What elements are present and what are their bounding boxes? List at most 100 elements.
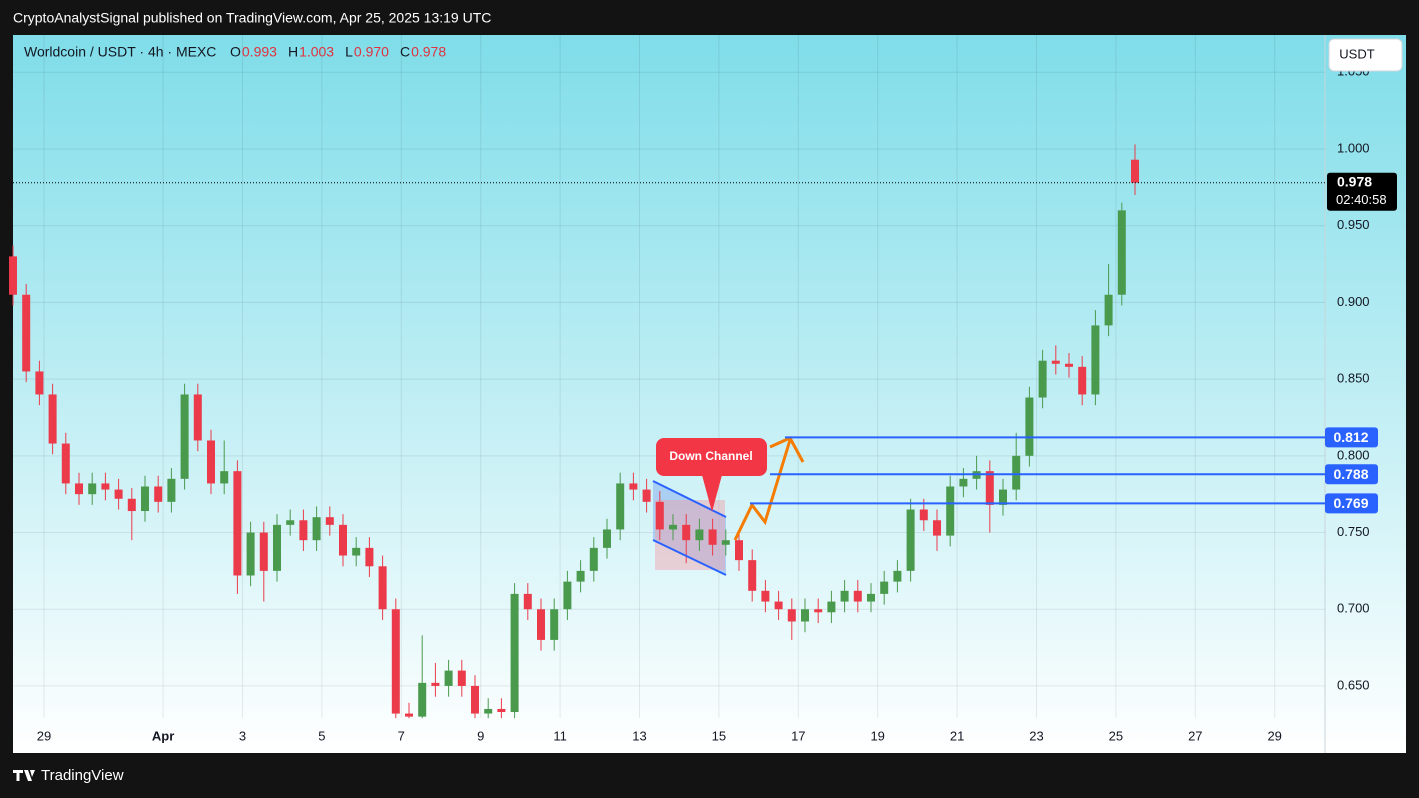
candle-body (154, 486, 163, 502)
candle-body (946, 486, 955, 536)
candle-body (774, 601, 783, 610)
channel-lower (652, 539, 727, 576)
level-label: 0.788 (1333, 466, 1368, 482)
level-tag (1325, 427, 1378, 448)
currency-button[interactable] (1328, 38, 1403, 72)
level-label: 0.812 (1333, 429, 1368, 445)
candle-body (471, 685, 479, 714)
overlay: 0.812 0.788 0.769 0.978 02:40:58 (13, 172, 1397, 514)
candle-body (405, 713, 413, 717)
candle-body (9, 256, 17, 295)
candle-body (801, 609, 809, 622)
candle-body (339, 524, 347, 556)
candle-body (180, 394, 189, 479)
candle-body (695, 529, 704, 541)
candle-body (1051, 360, 1060, 364)
candle-body (853, 590, 862, 602)
candle-body (814, 609, 823, 613)
x-tick-label: 29 (1267, 728, 1281, 743)
candle-body (919, 509, 928, 521)
candle-body (88, 483, 97, 495)
annotation-bubble (656, 438, 767, 476)
candle-body (35, 371, 44, 395)
channel-upper (652, 480, 727, 518)
candle-body (207, 440, 215, 484)
candle-body (523, 593, 532, 610)
candle-body (286, 520, 295, 525)
projection-arrow (733, 439, 792, 541)
x-tick-label: 15 (712, 728, 726, 743)
candle-body (735, 540, 743, 561)
candle-body (444, 670, 453, 686)
candle-body (880, 581, 889, 594)
last-price-tag (1327, 172, 1397, 211)
candle-body (167, 478, 176, 502)
candle-body (893, 570, 902, 582)
y-tick-label: 0.900 (1337, 294, 1370, 309)
countdown-label: 02:40:58 (1336, 192, 1387, 207)
x-tick-label: 19 (870, 728, 884, 743)
candle-body (391, 609, 400, 714)
candle-body (999, 489, 1007, 505)
candle-body (484, 708, 493, 714)
candle-body (616, 483, 625, 530)
candle-body (840, 590, 849, 602)
ohlc-value: 0.970 (354, 44, 389, 60)
candle-body (48, 394, 57, 444)
candle-body (259, 532, 268, 571)
candle-body (61, 443, 70, 484)
ohlc-value: 1.003 (299, 44, 334, 60)
candle-body (1131, 159, 1139, 183)
candle-body (708, 529, 717, 545)
candle-body (193, 394, 202, 441)
candle-body (761, 590, 770, 602)
candle-body (721, 540, 730, 545)
candle-body (629, 483, 638, 490)
y-tick-label: 0.850 (1337, 371, 1370, 386)
candle-body (985, 471, 994, 505)
x-tick-label: 17 (791, 728, 805, 743)
last-price-label: 0.978 (1337, 173, 1372, 189)
candle-body (1091, 325, 1100, 395)
candle-body (959, 478, 968, 487)
x-tick-label: 27 (1188, 728, 1202, 743)
candle-body (312, 517, 321, 541)
y-tick-label: 1.000 (1337, 140, 1370, 155)
candle-body (418, 682, 427, 717)
candle-body (22, 294, 31, 372)
candle-body (669, 524, 677, 530)
candle-body (563, 581, 572, 610)
currency-button-label[interactable]: USDT (1339, 46, 1374, 61)
y-tick-label: 0.650 (1337, 677, 1370, 692)
candle-body (933, 520, 941, 536)
x-tick-label: 9 (477, 728, 484, 743)
candle-body (299, 520, 308, 541)
annotation-text: Down Channel (669, 449, 752, 463)
ohlc-key: O (230, 44, 241, 60)
candles (9, 144, 1139, 719)
candle-body (378, 566, 387, 610)
candle-body (127, 498, 136, 512)
ohlc-key: C (400, 44, 410, 60)
x-tick-label: 5 (318, 728, 325, 743)
y-tick-label: 0.750 (1337, 524, 1370, 539)
publisher-line: CryptoAnalystSignal published on Trading… (13, 10, 491, 26)
candle-body (1078, 366, 1087, 395)
x-tick-label: 25 (1109, 728, 1123, 743)
candle-body (537, 609, 545, 640)
candle-body (246, 532, 255, 576)
x-tick-label: 3 (239, 728, 246, 743)
candle-body (352, 547, 361, 556)
candle-body (141, 486, 149, 512)
level-label: 0.769 (1333, 495, 1368, 511)
ohlc-value: 0.993 (242, 44, 277, 60)
logo-text: TradingView (41, 767, 124, 784)
level-tag (1325, 493, 1378, 514)
ohlc-key: H (288, 44, 298, 60)
annotation-pointer (702, 475, 722, 512)
x-tick-label: 29 (37, 728, 51, 743)
y-tick-label: 0.800 (1337, 447, 1370, 462)
candle-body (589, 547, 598, 571)
